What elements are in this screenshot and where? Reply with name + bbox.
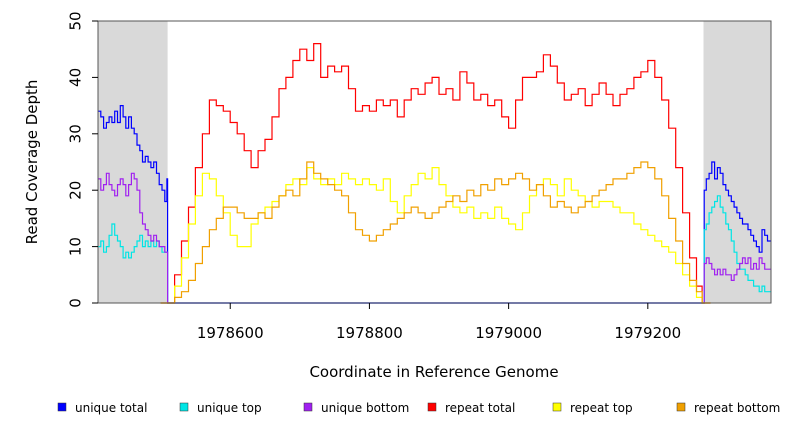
series-repeat-top	[160, 167, 711, 304]
series-unique-bottom	[98, 172, 771, 304]
legend-label-unique-total: unique total	[75, 401, 147, 415]
x-axis: 1978600 1978800 1979000 1979200	[197, 303, 681, 342]
legend-swatch-repeat-total	[427, 402, 437, 412]
y-axis-label: Read Coverage Depth	[23, 80, 41, 245]
legend-swatch-repeat-bottom	[676, 402, 686, 412]
series-unique-total	[98, 105, 771, 304]
legend-label-repeat-top: repeat top	[570, 401, 633, 415]
y-tick-label: 20	[66, 181, 84, 200]
x-tick-label: 1978600	[197, 324, 264, 342]
series-unique-top	[98, 195, 771, 304]
x-tick-label: 1978800	[336, 324, 403, 342]
legend-swatch-repeat-top	[552, 402, 562, 412]
legend-swatch-unique-total	[57, 402, 67, 412]
legend-label-unique-top: unique top	[197, 401, 262, 415]
series-repeat-total	[160, 43, 711, 304]
series-lines	[98, 43, 771, 304]
legend-label-repeat-total: repeat total	[445, 401, 515, 415]
x-tick-label: 1979200	[614, 324, 681, 342]
legend: unique total unique top unique bottom repea…	[57, 401, 780, 415]
x-axis-label: Coordinate in Reference Genome	[309, 363, 558, 381]
y-tick-label: 40	[66, 68, 84, 87]
y-tick-label: 50	[66, 11, 84, 30]
legend-swatch-unique-top	[179, 402, 189, 412]
y-tick-label: 30	[66, 124, 84, 143]
x-tick-label: 1979000	[475, 324, 542, 342]
plot-frame	[97, 20, 772, 304]
series-repeat-bottom	[160, 161, 711, 304]
y-axis: 0 10 20 30 40 50	[66, 11, 98, 308]
y-tick-label: 0	[66, 298, 84, 308]
legend-label-repeat-bottom: repeat bottom	[694, 401, 780, 415]
shaded-region-0	[98, 21, 168, 303]
legend-swatch-unique-bottom	[303, 402, 313, 412]
y-tick-label: 10	[66, 237, 84, 256]
legend-label-unique-bottom: unique bottom	[321, 401, 409, 415]
shaded-regions	[98, 21, 771, 303]
